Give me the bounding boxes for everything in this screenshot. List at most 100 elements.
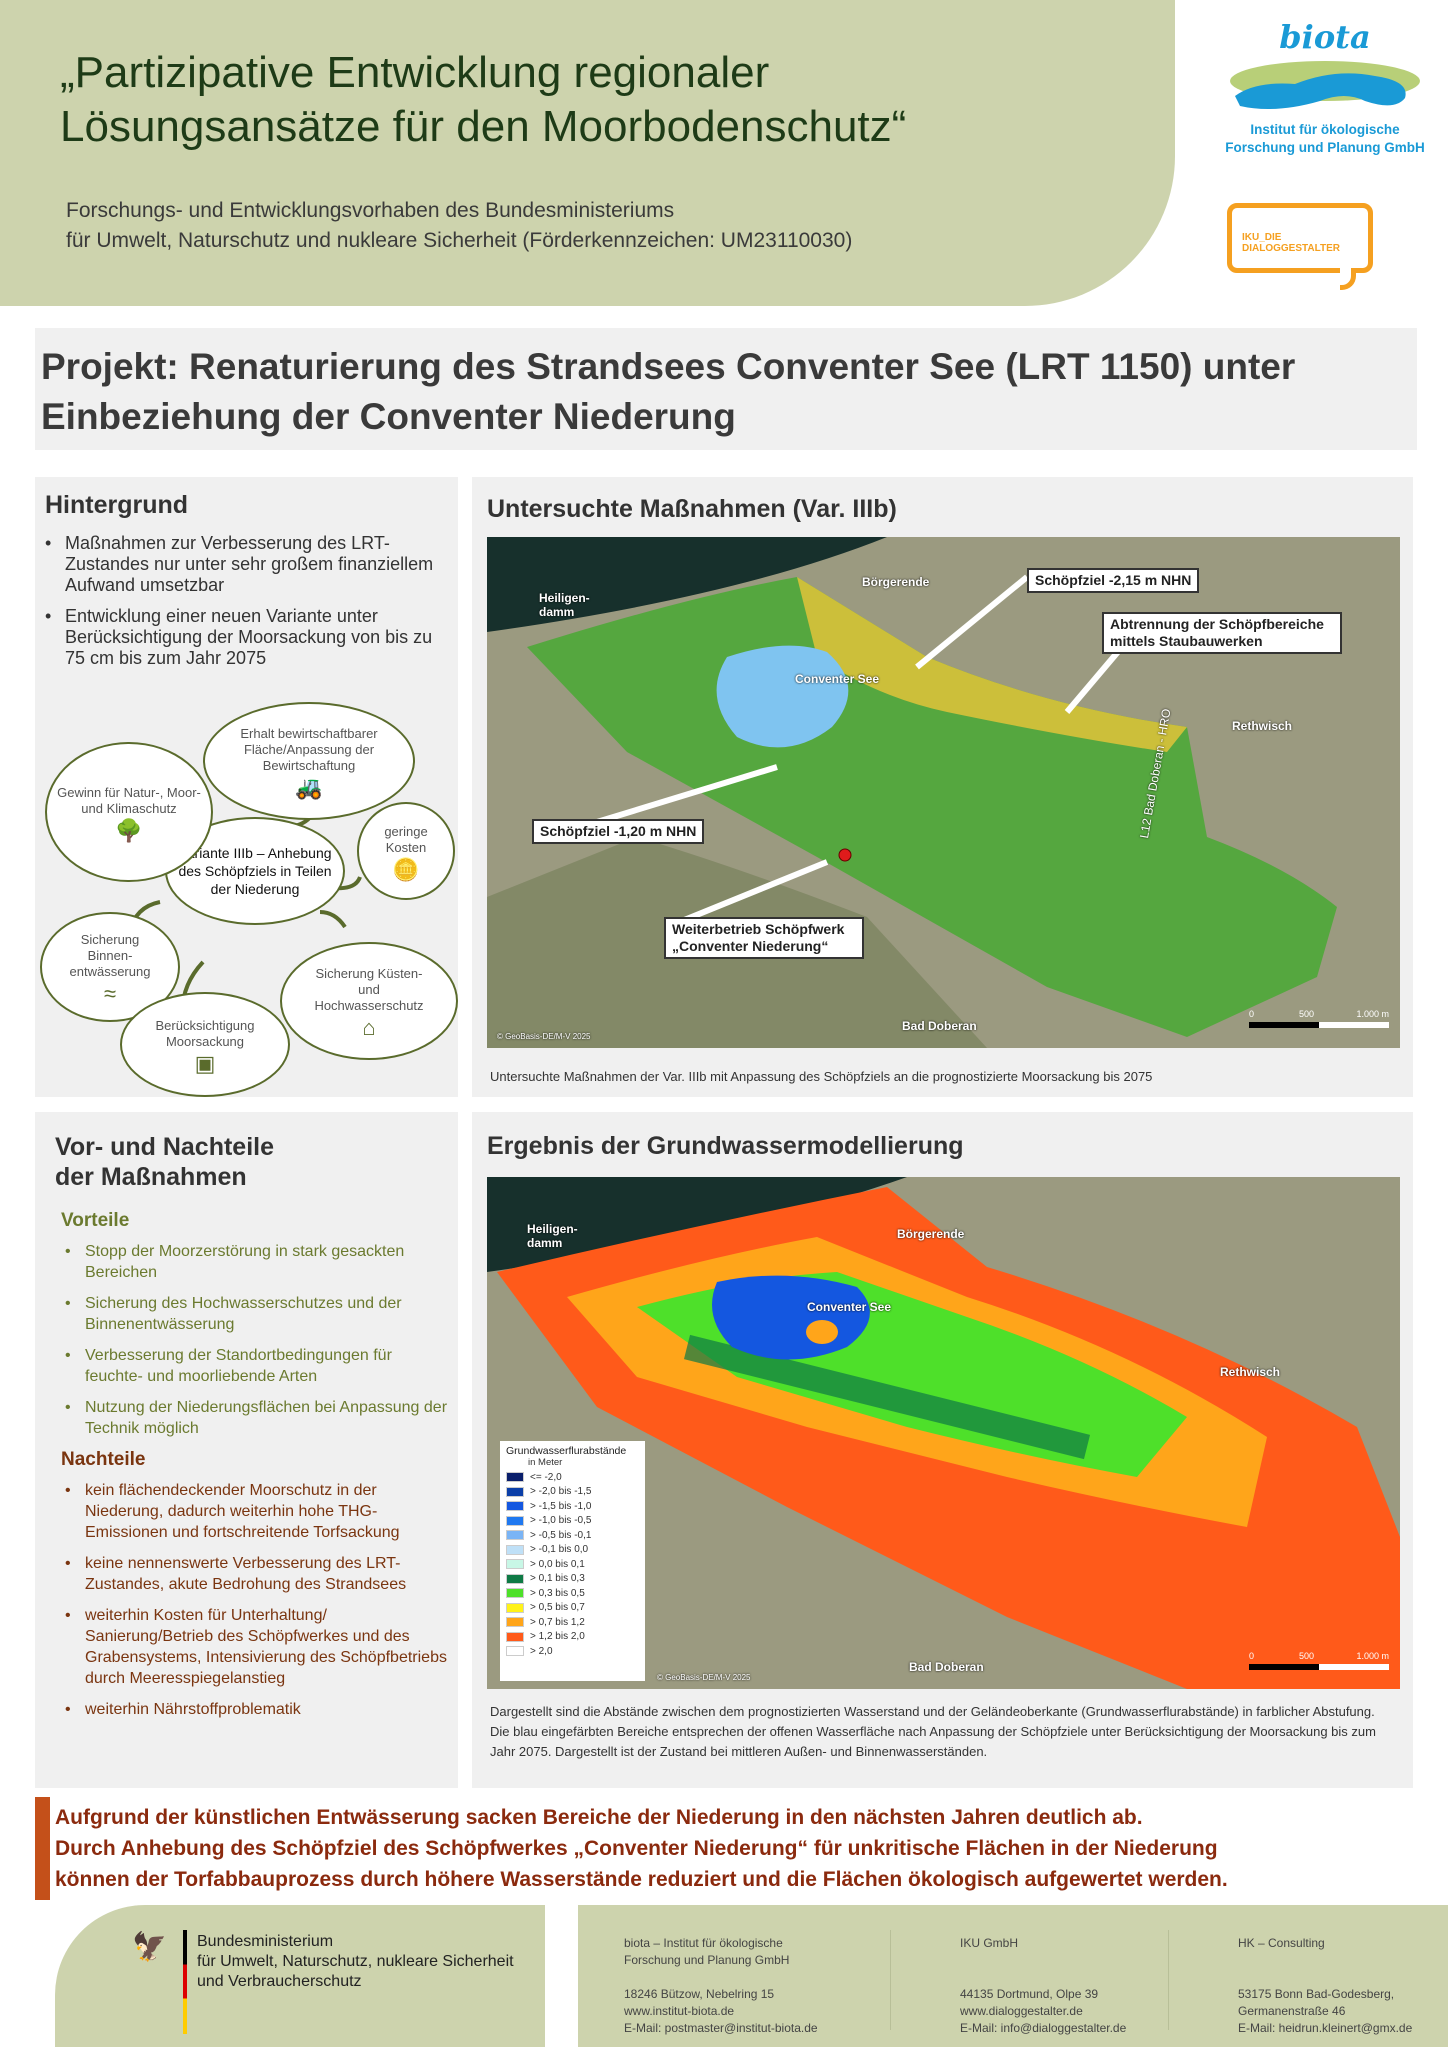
legend-swatch xyxy=(506,1559,524,1570)
conclusion-accent-bar xyxy=(35,1797,50,1900)
legend-label: > 2,0 xyxy=(530,1645,553,1657)
biota-wordmark: biota xyxy=(1279,18,1371,56)
conclusion-line: Aufgrund der künstlichen Entwässerung sa… xyxy=(55,1806,1143,1829)
pumping-station-marker xyxy=(838,848,852,862)
legend-item: > 0,0 bis 0,1 xyxy=(506,1557,639,1572)
partner-contact: HK – Consulting 53175 Bonn Bad-Godesberg,… xyxy=(1238,1936,1413,2035)
subtitle-line: für Umwelt, Naturschutz und nukleare Sic… xyxy=(66,229,853,252)
place-label: Rethwisch xyxy=(1232,719,1293,733)
nachteil-item: weiterhin Nährstoffproblematik xyxy=(61,1699,451,1720)
place-label: Conventer See xyxy=(807,1300,892,1314)
legend-item: > 0,7 bis 1,2 xyxy=(506,1615,639,1630)
hintergrund-panel: Hintergrund Maßnahmen zur Verbesserung d… xyxy=(35,477,458,1097)
tree-icon: 🌳 xyxy=(115,818,143,843)
footer-right xyxy=(578,1905,1448,2047)
project-title: Projekt: Renaturierung des Strandsees Co… xyxy=(41,346,1296,437)
footer-left xyxy=(55,1905,545,2047)
diagram-center: Variante IIIb – Anhebung des Schöpfziels… xyxy=(165,817,345,925)
iku-logo: IKU_DIE DIALOGGESTALTER xyxy=(1227,203,1373,290)
map-callout: Weiterbetrieb Schöpfwerk „Conventer Nied… xyxy=(664,917,864,959)
place-label: Bad Doberan xyxy=(902,1019,977,1033)
legend-swatch xyxy=(506,1631,524,1642)
legend-label: <= -2,0 xyxy=(530,1471,562,1483)
diagram-node: Berücksichtigung Moorsackung ▣ xyxy=(120,992,290,1097)
map1-heading: Untersuchte Maßnahmen (Var. IIIb) xyxy=(487,495,897,523)
legend-swatch xyxy=(506,1530,524,1541)
legend-swatch xyxy=(506,1501,524,1512)
partner-contact: IKU GmbH 44135 Dortmund, Olpe 39 www.dialo… xyxy=(960,1936,1127,2035)
vorteil-item: Verbesserung der Standortbedingungen für… xyxy=(61,1345,451,1387)
place-label: Rethwisch xyxy=(1220,1365,1281,1379)
ministry-name: Bundesministerium für Umwelt, Naturschutz… xyxy=(197,1933,514,1990)
place-label: Börgerende xyxy=(897,1227,965,1241)
legend-item: > -1,0 bis -0,5 xyxy=(506,1514,639,1529)
hintergrund-heading: Hintergrund xyxy=(45,491,189,519)
diagram-node: Gewinn für Natur-, Moor- und Klimaschutz… xyxy=(45,742,213,882)
map1-image[interactable]: Heiligen-damm Börgerende Conventer See R… xyxy=(487,537,1400,1048)
legend-unit: in Meter xyxy=(528,1457,563,1468)
diagram-node: Sicherung Küsten- und Hochwasserschutz ⌂ xyxy=(280,942,458,1060)
place-label: Bad Doberan xyxy=(909,1660,984,1674)
bullet-item: Entwicklung einer neuen Variante unter B… xyxy=(41,606,451,669)
legend-swatch xyxy=(506,1472,524,1483)
nachteil-item: kein flächendeckender Moorschutz in der … xyxy=(61,1480,451,1543)
legend-label: > 0,7 bis 1,2 xyxy=(530,1616,585,1628)
legend-label: > -0,1 bis 0,0 xyxy=(530,1544,589,1556)
legend-swatch xyxy=(506,1573,524,1584)
legend-label: > 1,2 bis 2,0 xyxy=(530,1631,585,1643)
vorteil-item: Sicherung des Hochwasserschutzes und der… xyxy=(61,1293,451,1335)
flag-bar xyxy=(183,1930,187,2034)
legend-item: > -0,1 bis 0,0 xyxy=(506,1543,639,1558)
map-callout: Schöpfziel -1,20 m NHN xyxy=(532,819,705,844)
scale-bar: 0 500 1.000 m xyxy=(1249,1009,1389,1028)
biota-line: Institut für ökologische xyxy=(1250,122,1400,137)
place-label: Börgerende xyxy=(862,575,930,589)
lake-logo-icon xyxy=(1230,61,1420,110)
legend-label: > -1,5 bis -1,0 xyxy=(530,1500,592,1512)
legend-label: > -0,5 bis -0,1 xyxy=(530,1529,592,1541)
divider xyxy=(1168,1930,1169,2030)
copyright: © GeoBasis-DE/M-V 2025 xyxy=(497,1032,591,1041)
nachteile-heading: Nachteile xyxy=(61,1449,146,1470)
legend-swatch xyxy=(506,1544,524,1555)
place-label: Conventer See xyxy=(795,672,880,686)
conclusion-text: Aufgrund der künstlichen Entwässerung sa… xyxy=(55,1802,1228,1895)
poster-title: „Partizipative Entwicklung regionaler Lös… xyxy=(60,46,906,154)
title-line: „Partizipative Entwicklung regionaler xyxy=(60,48,770,97)
legend-swatch xyxy=(506,1588,524,1599)
header-banner xyxy=(0,0,1175,306)
biota-logo: biota Institut für ökologische Forschung … xyxy=(1215,18,1435,157)
legend-item: > 2,0 xyxy=(506,1644,639,1659)
legend-label: > 0,0 bis 0,1 xyxy=(530,1558,585,1570)
conclusion-line: Durch Anhebung des Schöpfziel des Schöpf… xyxy=(55,1837,1218,1860)
nachteil-item: weiterhin Kosten für Unterhaltung/ Sanie… xyxy=(61,1605,451,1689)
procon-heading: Vor- und Nachteile der Maßnahmen xyxy=(55,1133,275,1191)
vorteil-item: Nutzung der Niederungsflächen bei Anpass… xyxy=(61,1397,451,1439)
poster-subtitle: Forschungs- und Entwicklungsvorhaben des… xyxy=(66,196,852,256)
legend-item: > -2,0 bis -1,5 xyxy=(506,1485,639,1500)
legend-label: > 0,5 bis 0,7 xyxy=(530,1602,585,1614)
map2-panel: Ergebnis der Grundwassermodellierung Hei… xyxy=(472,1112,1413,1788)
place-label: Heiligen-damm xyxy=(527,1222,578,1250)
nachteil-item: keine nennenswerte Verbesserung des LRT-… xyxy=(61,1553,451,1595)
legend-title: Grundwasserflurabstände xyxy=(506,1445,627,1457)
map2-image[interactable]: Heiligen-damm Börgerende Conventer See R… xyxy=(487,1177,1400,1689)
title-line: Lösungsansätze für den Moorbodenschutz“ xyxy=(60,102,907,151)
map1-panel: Untersuchte Maßnahmen (Var. IIIb) Heilig… xyxy=(472,477,1413,1097)
water-icon: ≈ xyxy=(103,981,117,1006)
procon-panel: Vor- und Nachteile der Maßnahmen Vorteil… xyxy=(35,1112,458,1788)
biota-line: Forschung und Planung GmbH xyxy=(1225,140,1425,155)
map2-heading: Ergebnis der Grundwassermodellierung xyxy=(487,1132,964,1160)
diagram-node: Erhalt bewirtschaftbarer Fläche/Anpassun… xyxy=(203,702,415,820)
copyright: © GeoBasis-DE/M-V 2025 xyxy=(657,1673,751,1682)
conclusion-line: können der Torfabbauprozess durch höhere… xyxy=(55,1868,1228,1891)
place-label: Heiligen-damm xyxy=(539,591,590,619)
legend-swatch xyxy=(506,1486,524,1497)
house-icon: ⌂ xyxy=(362,1015,376,1040)
map-legend: Grundwasserflurabstände in Meter <= -2,0… xyxy=(500,1441,645,1681)
legend-item: > 0,3 bis 0,5 xyxy=(506,1586,639,1601)
legend-swatch xyxy=(506,1515,524,1526)
legend-item: > -0,5 bis -0,1 xyxy=(506,1528,639,1543)
iku-wordmark: IKU_DIE DIALOGGESTALTER xyxy=(1242,232,1340,254)
map-callout: Schöpfziel -2,15 m NHN xyxy=(1027,568,1200,593)
